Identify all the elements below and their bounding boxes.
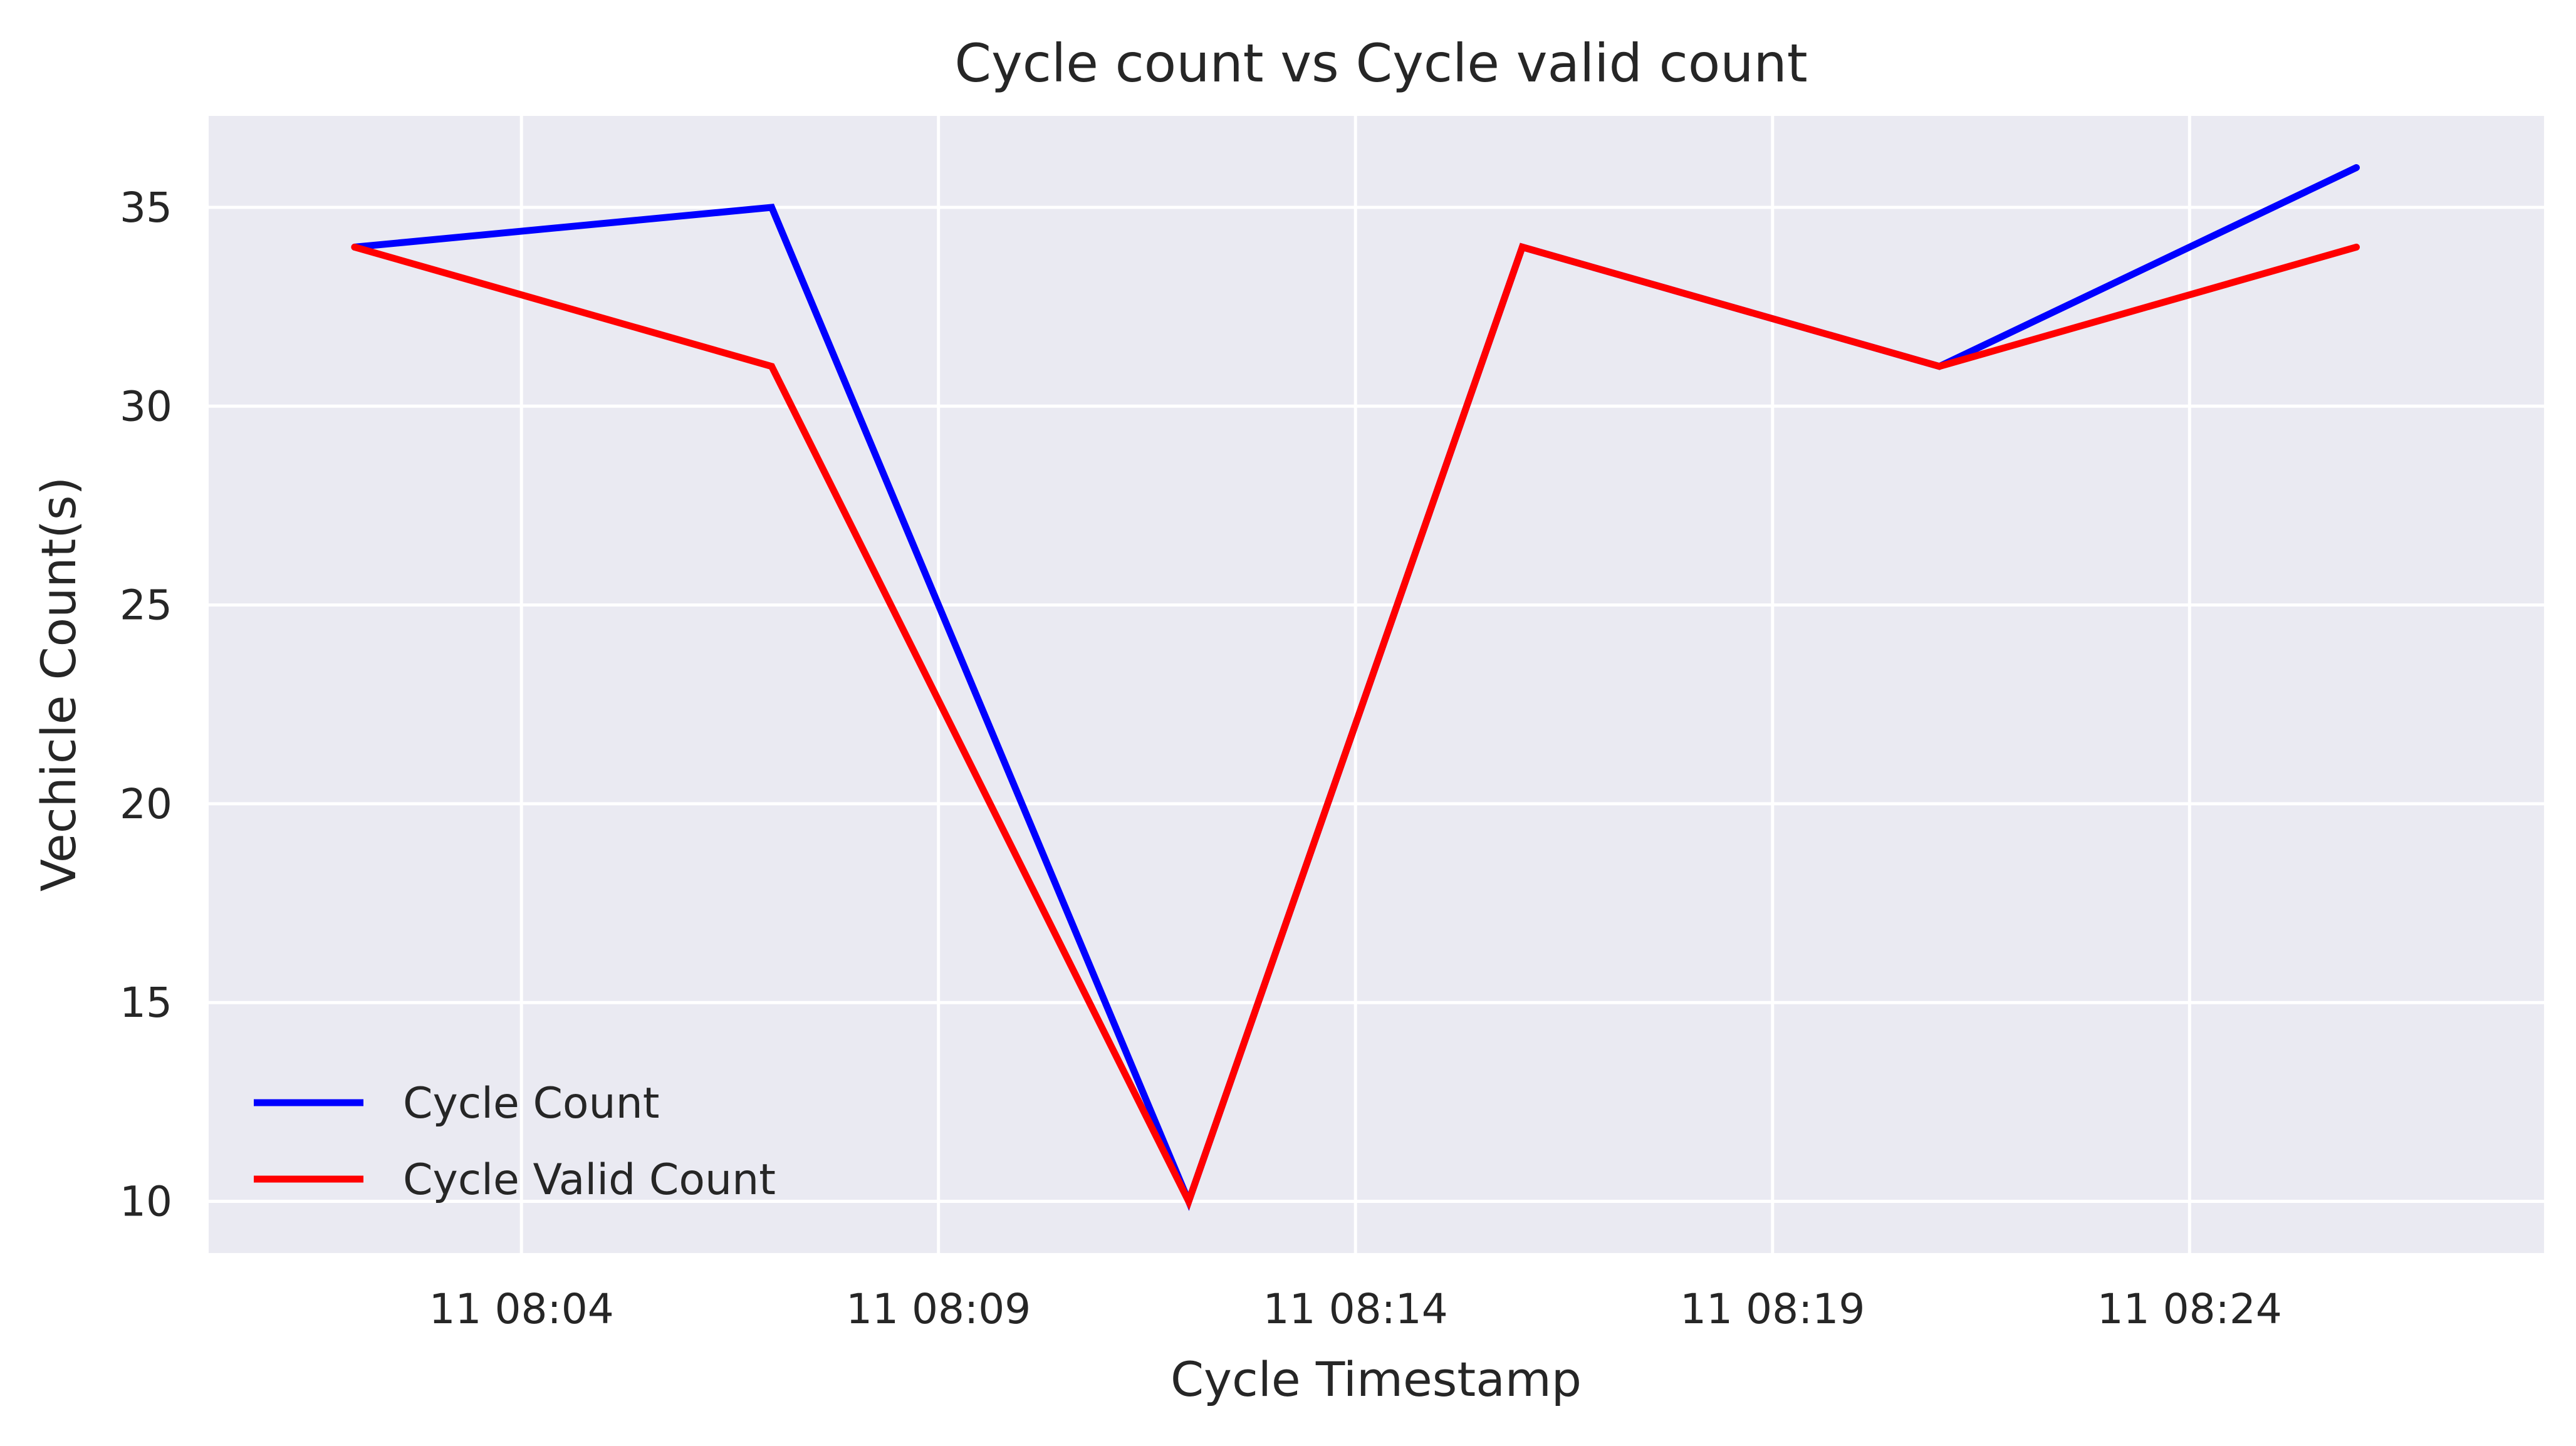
x-tick-label: 11 08:19 [1680, 1285, 1865, 1333]
y-tick-labels: 10 15 20 25 30 35 [120, 184, 172, 1226]
chart-title: Cycle count vs Cycle valid count [954, 33, 1807, 94]
legend-label-1: Cycle Valid Count [403, 1155, 776, 1205]
x-tick-label: 11 08:14 [1263, 1285, 1448, 1333]
y-tick-label: 35 [120, 184, 172, 232]
x-axis-label: Cycle Timestamp [1171, 1351, 1582, 1407]
x-tick-label: 11 08:04 [429, 1285, 614, 1333]
grid-lines [209, 116, 2544, 1253]
y-tick-label: 30 [120, 382, 172, 430]
y-tick-label: 10 [120, 1178, 172, 1226]
x-tick-labels: 11 08:04 11 08:09 11 08:14 11 08:19 11 08:24 [429, 1285, 2282, 1333]
series-lines [351, 164, 2360, 1211]
x-tick-label: 11 08:09 [846, 1285, 1031, 1333]
y-axis-label: Vechicle Count(s) [31, 477, 86, 892]
legend-label-0: Cycle Count [403, 1079, 659, 1128]
legend: Cycle Count Cycle Valid Count [254, 1079, 776, 1205]
series-line-1 [351, 242, 2360, 1210]
y-tick-label: 20 [120, 780, 172, 828]
y-tick-label: 25 [120, 581, 172, 630]
x-tick-label: 11 08:24 [2097, 1285, 2282, 1333]
y-tick-label: 15 [120, 979, 172, 1027]
